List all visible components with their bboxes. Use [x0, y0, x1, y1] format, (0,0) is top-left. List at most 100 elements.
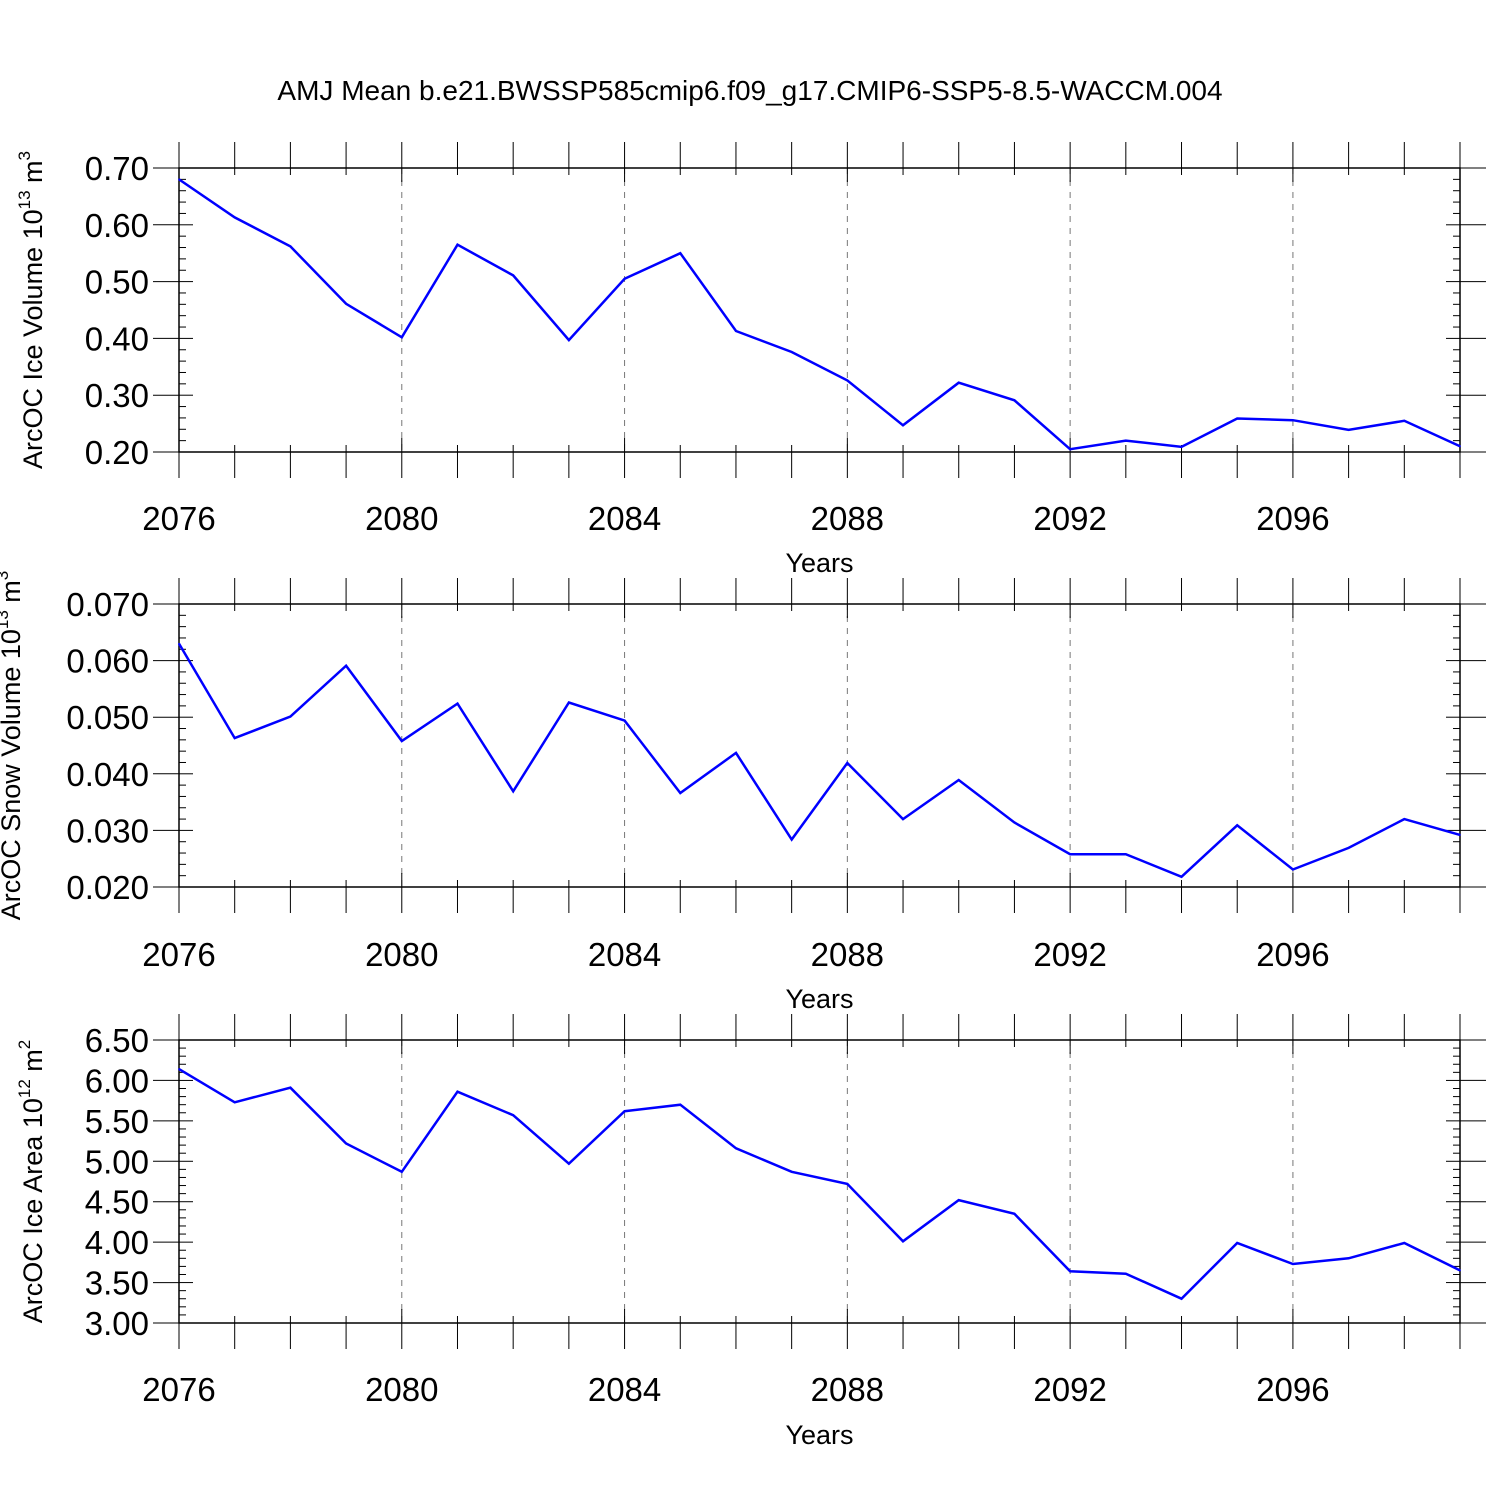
data-point	[345, 664, 347, 667]
data-point	[902, 1240, 904, 1243]
data-point	[568, 1162, 570, 1165]
data-point	[790, 838, 793, 841]
y-tick-label: 6.50	[85, 1022, 149, 1059]
data-point	[735, 752, 737, 754]
data-point	[1236, 1242, 1239, 1244]
data-point	[679, 792, 682, 794]
data-point	[233, 1101, 236, 1104]
data-point	[512, 1114, 514, 1116]
data-point	[623, 719, 626, 722]
data-point	[1236, 824, 1239, 827]
data-point	[1347, 847, 1350, 849]
x-tick-label: 2096	[1256, 500, 1329, 537]
x-tick-label: 2088	[811, 1371, 884, 1408]
data-point	[289, 1086, 292, 1089]
data-point	[1347, 1257, 1350, 1260]
data-point	[1125, 1272, 1127, 1275]
data-point	[178, 1068, 180, 1070]
y-tick-label: 0.60	[85, 207, 149, 244]
y-axis-label-exp: 12	[15, 1079, 34, 1098]
data-point	[735, 330, 737, 332]
data-point	[1292, 1263, 1294, 1265]
data-point	[456, 1090, 459, 1093]
data-point	[790, 351, 793, 353]
series-line	[178, 1068, 1461, 1301]
x-tick-label: 2096	[1256, 936, 1329, 973]
y-axis-label-unit: m	[18, 160, 48, 190]
plot-frame	[178, 167, 1461, 453]
data-point	[1403, 419, 1406, 422]
data-point	[233, 737, 236, 739]
data-point	[1459, 445, 1461, 448]
y-axis-label-unit: m	[0, 580, 26, 610]
data-point	[456, 702, 459, 705]
data-point	[623, 277, 626, 280]
data-point	[1013, 399, 1016, 402]
x-tick-label: 2076	[142, 936, 215, 973]
data-point	[289, 715, 292, 718]
y-tick-label: 4.50	[85, 1184, 149, 1221]
y-tick-label: 0.20	[85, 434, 149, 471]
x-axis-label: Years	[785, 548, 853, 578]
y-axis-label-exp: 13	[15, 190, 34, 209]
y-axis-label-unit-exp: 3	[0, 571, 12, 580]
y-tick-label: 0.030	[66, 812, 149, 849]
data-point	[957, 1199, 960, 1201]
x-tick-label: 2088	[811, 500, 884, 537]
data-point	[790, 1170, 793, 1173]
data-point	[400, 1170, 403, 1173]
x-tick-label: 2092	[1033, 500, 1106, 537]
panel-2: 0.070 0.060 0.050 0.040 0.030 0.020 2076 2080 20…	[0, 571, 1486, 1014]
series-line	[178, 178, 1461, 451]
data-point	[1125, 853, 1127, 855]
panels: 0.70 0.60 0.50 0.40 0.30 0.20 2076 2080 2084 2088…	[0, 142, 1486, 1450]
y-tick-label: 5.00	[85, 1143, 149, 1180]
data-point	[679, 1103, 682, 1106]
x-axis-label: Years	[785, 984, 853, 1014]
y-tick-label: 0.50	[85, 264, 149, 301]
x-tick-label: 2092	[1033, 936, 1106, 973]
panel-1: 0.70 0.60 0.50 0.40 0.30 0.20 2076 2080 2084 2088…	[15, 142, 1486, 578]
x-tick-label: 2092	[1033, 1371, 1106, 1408]
data-point	[1180, 1297, 1183, 1300]
x-tick-label: 2076	[142, 500, 215, 537]
y-tick-label: 4.00	[85, 1224, 149, 1261]
y-tick-label: 6.00	[85, 1062, 149, 1099]
data-point	[1459, 1269, 1461, 1272]
data-point	[1069, 448, 1071, 450]
y-tick-label: 5.50	[85, 1103, 149, 1140]
y-tick-label: 0.070	[66, 586, 149, 623]
data-point	[400, 740, 403, 742]
x-tick-label: 2080	[365, 500, 438, 537]
y-axis-label-text: ArcOC Ice Area 10	[18, 1098, 48, 1323]
data-point	[1180, 446, 1183, 448]
y-tick-label: 0.020	[66, 869, 149, 906]
data-point	[735, 1147, 737, 1150]
data-point	[902, 424, 904, 427]
data-point	[957, 381, 960, 384]
y-tick-label: 0.40	[85, 320, 149, 357]
plot-frame	[178, 603, 1461, 888]
data-point	[679, 252, 682, 254]
data-point	[902, 818, 904, 820]
data-point	[345, 1142, 347, 1145]
y-tick-label: 0.050	[66, 699, 149, 736]
x-tick-label: 2080	[365, 1371, 438, 1408]
y-tick-label: 3.00	[85, 1305, 149, 1342]
y-axis-label-text: ArcOC Snow Volume 10	[0, 629, 26, 920]
data-point	[1403, 818, 1406, 820]
data-point	[1292, 419, 1294, 421]
x-tick-label: 2084	[588, 936, 661, 973]
data-point	[1069, 853, 1071, 855]
series-line	[177, 642, 1461, 879]
y-tick-label: 0.040	[66, 756, 149, 793]
data-point	[1013, 821, 1016, 824]
y-axis-label-exp: 13	[0, 610, 12, 629]
y-axis-label-unit-exp: 3	[15, 151, 34, 160]
data-point	[846, 1183, 849, 1185]
y-axis-label: ArcOC Ice Volume 1013 m3	[15, 151, 48, 469]
data-point	[1292, 868, 1294, 871]
x-tick-label: 2096	[1256, 1371, 1329, 1408]
data-point	[512, 790, 514, 793]
